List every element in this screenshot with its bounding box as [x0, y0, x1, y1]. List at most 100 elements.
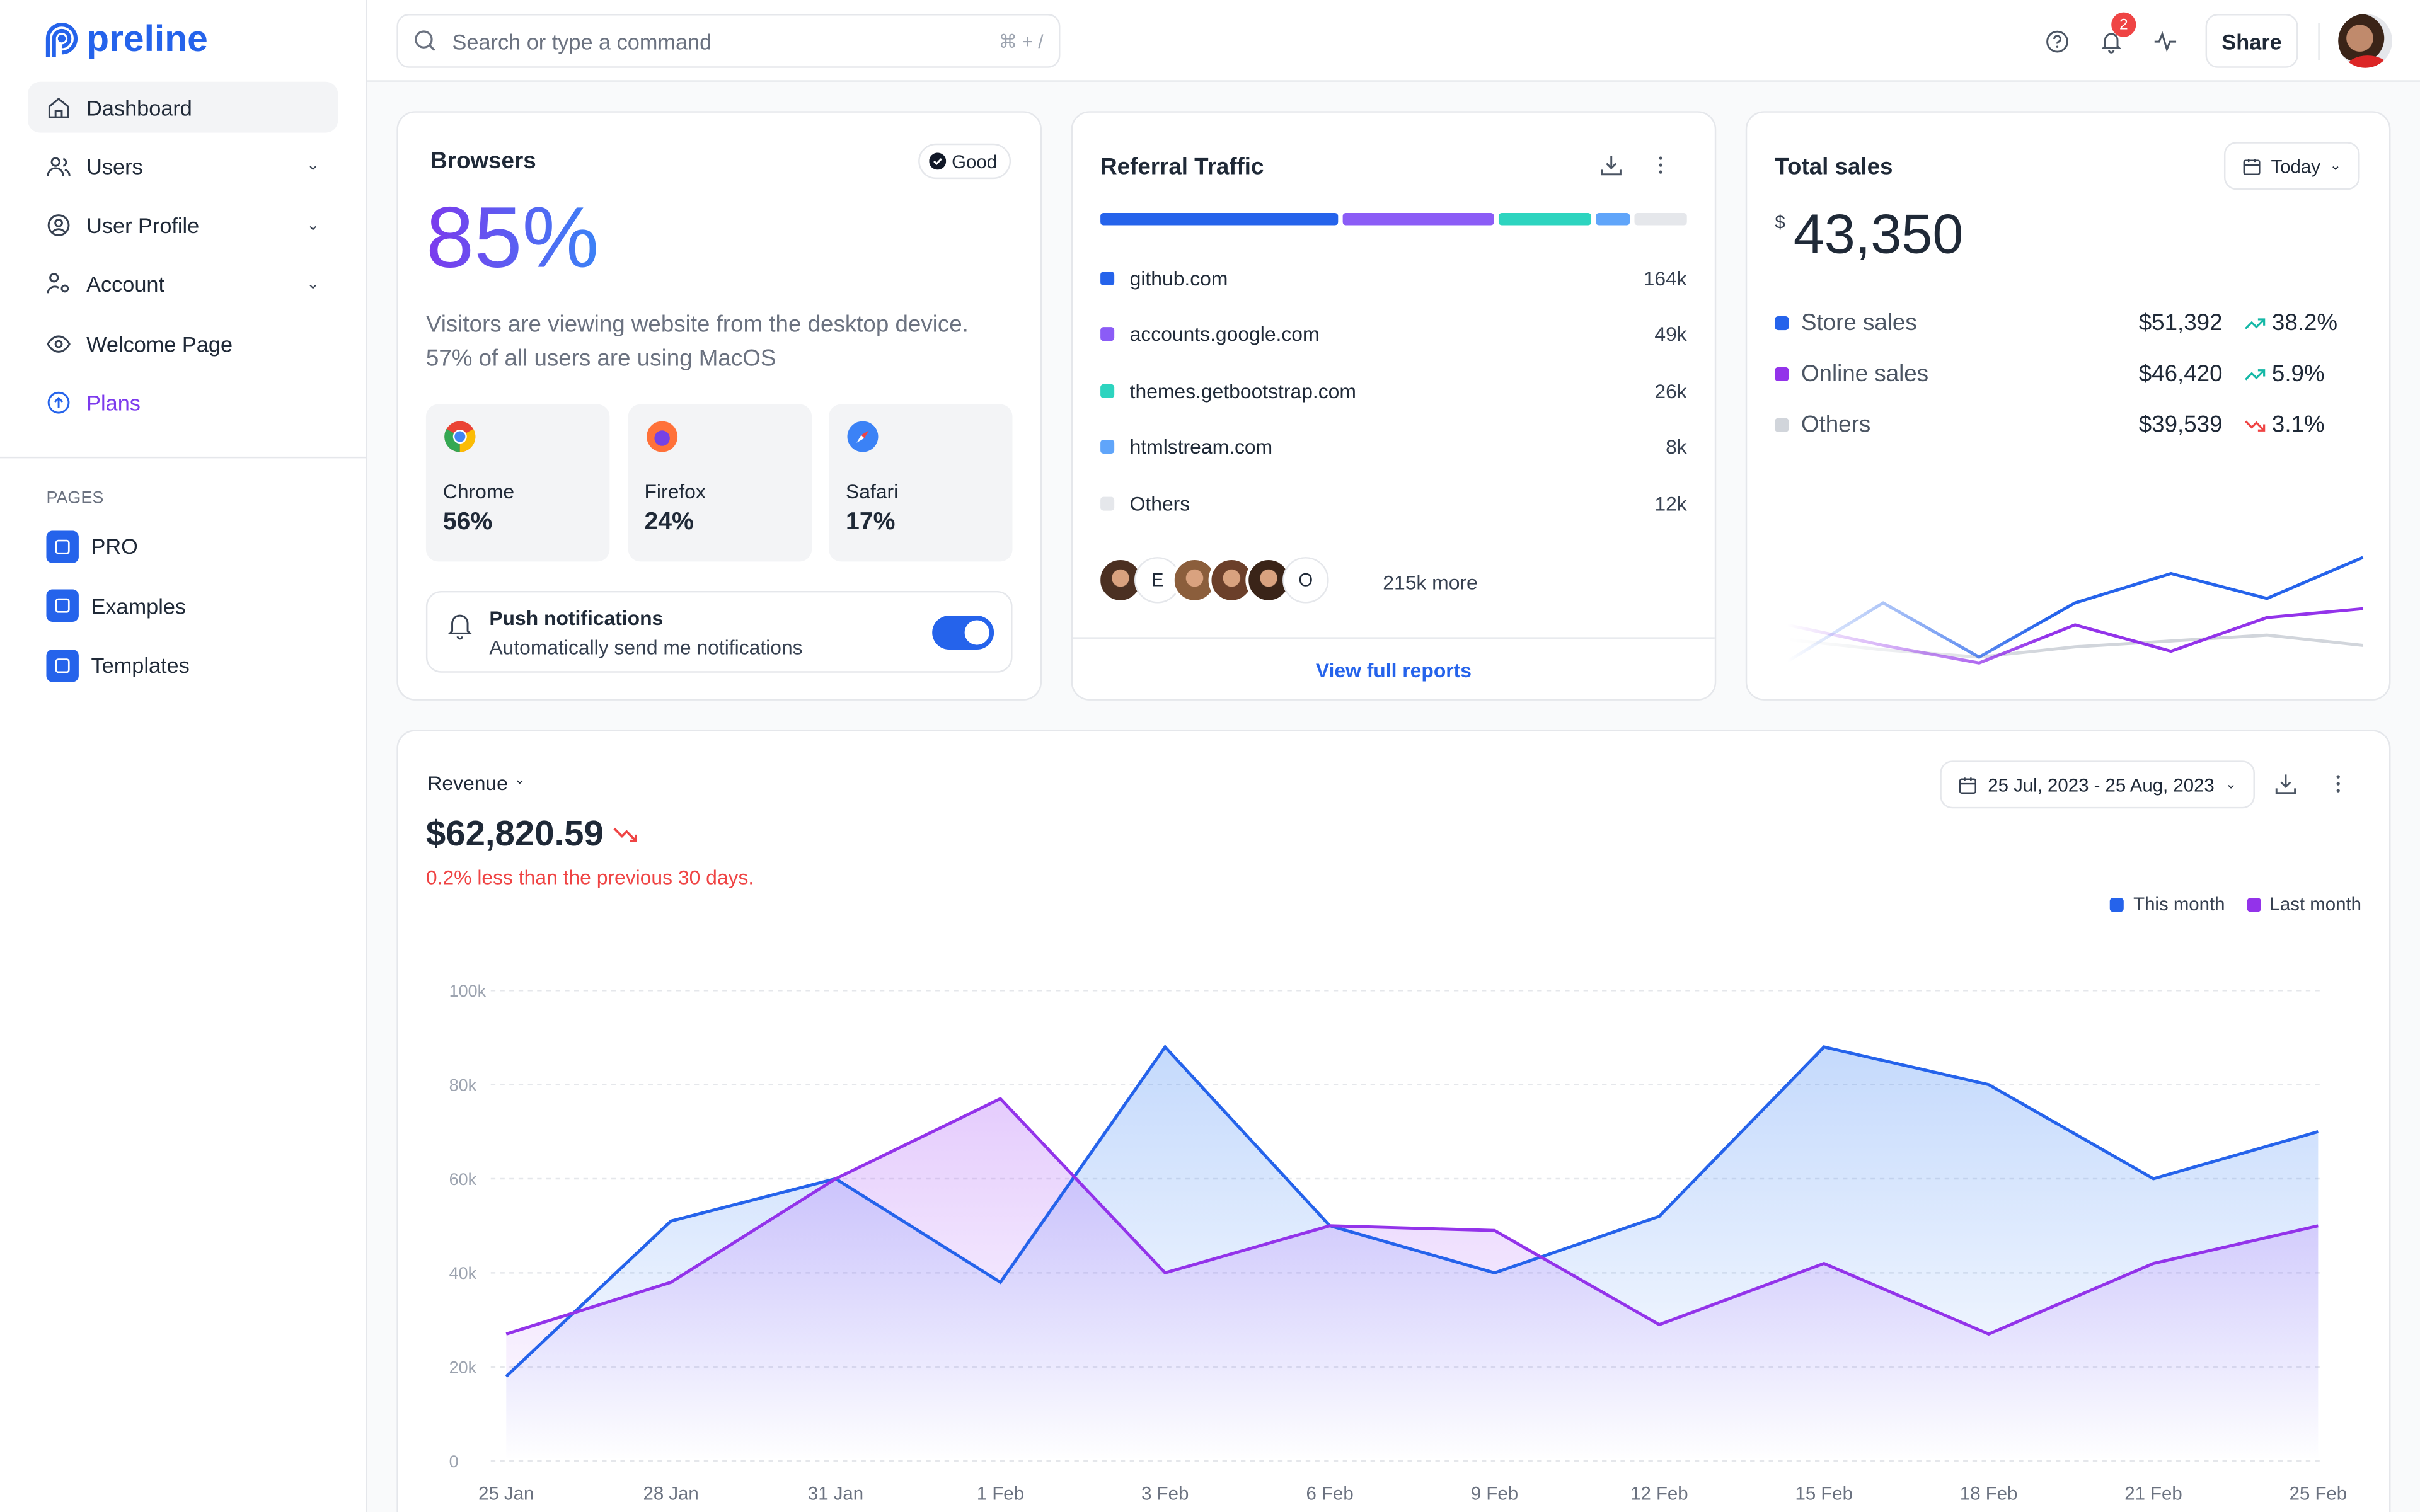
traffic-bar-segment: [1595, 212, 1630, 226]
sidebar-item-plans[interactable]: Plans: [28, 377, 338, 428]
revenue-dropdown[interactable]: Revenue ⌄: [427, 771, 526, 794]
sales-sparkline-chart: [1786, 556, 2364, 665]
page-item-pro[interactable]: PRO: [46, 528, 189, 565]
search-input[interactable]: Search or type a command ⌘ + /: [396, 14, 1061, 68]
color-swatch: [1100, 440, 1115, 454]
download-icon[interactable]: [1601, 154, 1622, 176]
color-swatch: [1100, 270, 1115, 285]
sidebar-item-label: Dashboard: [86, 94, 192, 120]
window-icon: [46, 648, 79, 682]
legend-label: This month: [2133, 893, 2225, 915]
page-item-label: Templates: [91, 652, 190, 678]
user-avatar[interactable]: [2338, 14, 2392, 68]
box-icon: [46, 530, 79, 563]
color-swatch: [1100, 327, 1115, 341]
traffic-bar: [1100, 212, 1687, 226]
browser-percentage: 56%: [442, 509, 493, 536]
sales-row: Others $39,539 3.1%: [1775, 412, 2342, 438]
date-range-label: 25 Jul, 2023 - 25 Aug, 2023: [1988, 774, 2215, 796]
x-tick-label: 18 Feb: [1960, 1483, 2017, 1504]
revenue-amount-row: $62,820.59: [426, 813, 641, 855]
revenue-amount: $62,820.59: [425, 813, 604, 854]
page-item-templates[interactable]: Templates: [46, 646, 190, 684]
calendar-icon: [2244, 158, 2261, 175]
more-vertical-icon[interactable]: [1650, 154, 1671, 176]
referral-source: github.com: [1129, 266, 1228, 290]
user-cog-icon: [47, 273, 69, 294]
chevron-down-icon: ⌄: [306, 217, 320, 234]
x-tick-label: 28 Jan: [643, 1483, 699, 1504]
preline-logo-icon: [45, 23, 78, 57]
logo[interactable]: preline: [43, 18, 208, 62]
push-title: Push notifications: [489, 606, 664, 630]
y-tick-label: 80k: [449, 1075, 477, 1094]
sidebar-nav: Dashboard Users ⌄ User Profile ⌄ Account ⌄ Welc…: [28, 81, 338, 437]
chrome-icon: [444, 421, 476, 452]
x-tick-label: 15 Feb: [1795, 1483, 1853, 1504]
referral-row: Others 12k: [1100, 488, 1687, 519]
referral-row: themes.getbootstrap.com 26k: [1100, 375, 1687, 406]
referral-value: 164k: [1643, 266, 1687, 290]
date-filter-dropdown[interactable]: Today ⌄: [2225, 142, 2360, 190]
help-icon: [2045, 30, 2068, 52]
activity-button[interactable]: [2138, 14, 2192, 68]
sidebar-item-account[interactable]: Account ⌄: [28, 259, 338, 310]
browsers-description: Visitors are viewing website from the de…: [425, 311, 969, 372]
sales-change: 38.2%: [2271, 310, 2338, 336]
card-title: Referral Traffic: [1100, 154, 1264, 181]
sidebar-item-users[interactable]: Users ⌄: [28, 141, 338, 192]
chart-legend: This month Last month: [2110, 893, 2361, 915]
sidebar-item-dashboard[interactable]: Dashboard: [28, 81, 338, 133]
legend-label: Last month: [2269, 893, 2361, 915]
sidebar-item-user-profile[interactable]: User Profile ⌄: [28, 200, 338, 251]
sparkline-others: [1787, 633, 2363, 659]
legend-item: Last month: [2246, 893, 2361, 915]
sidebar-item-welcome-page[interactable]: Welcome Page: [28, 318, 338, 369]
revenue-card: Revenue ⌄ $62,820.59 0.2% less than the p…: [396, 730, 2391, 1512]
date-range-picker[interactable]: 25 Jul, 2023 - 25 Aug, 2023 ⌄: [1940, 760, 2256, 809]
view-full-reports-link[interactable]: View full reports: [1315, 658, 1472, 682]
more-vertical-icon[interactable]: [2327, 773, 2349, 794]
revenue-title: Revenue: [427, 771, 508, 795]
card-title: Browsers: [430, 148, 536, 175]
y-tick-label: 60k: [449, 1170, 477, 1189]
trending-up-icon: [2245, 368, 2266, 380]
referral-value: 8k: [1666, 435, 1687, 459]
chevron-down-icon: ⌄: [306, 158, 320, 175]
sales-change: 3.1%: [2271, 411, 2325, 438]
color-swatch: [1775, 316, 1789, 331]
push-toggle[interactable]: [932, 616, 994, 650]
sales-amount: $46,420: [2138, 361, 2223, 387]
more-count: 215k more: [1383, 571, 1478, 594]
sales-label: Others: [1801, 411, 1871, 438]
brand-name: preline: [86, 18, 208, 60]
color-swatch: [1100, 384, 1115, 398]
help-button[interactable]: [2029, 14, 2083, 68]
referral-source: Others: [1129, 491, 1190, 515]
referral-source: themes.getbootstrap.com: [1129, 379, 1356, 403]
download-icon[interactable]: [2275, 773, 2296, 794]
traffic-bar-segment: [1634, 212, 1687, 226]
share-button[interactable]: Share: [2205, 14, 2298, 68]
legend-item: This month: [2110, 893, 2225, 915]
page-item-examples[interactable]: Examples: [46, 587, 189, 624]
sales-amount: $51,392: [2138, 310, 2223, 336]
firefox-icon: [645, 421, 677, 452]
eye-icon: [47, 335, 71, 353]
notification-badge: 2: [2111, 12, 2136, 37]
check-circle-icon: [928, 152, 946, 170]
chevron-down-icon: ⌄: [306, 276, 320, 294]
x-tick-label: 31 Jan: [808, 1483, 863, 1504]
sales-change: 5.9%: [2271, 361, 2325, 387]
color-swatch: [1100, 496, 1115, 511]
sparkline-store: [1786, 556, 2364, 663]
notifications-button[interactable]: 2: [2083, 12, 2138, 68]
y-tick-label: 20k: [449, 1358, 477, 1377]
activity-icon: [2153, 30, 2175, 52]
y-tick-label: 40k: [449, 1264, 477, 1283]
trending-down-icon: [613, 827, 638, 842]
push-description: Automatically send me notifications: [489, 635, 803, 659]
x-tick-label: 25 Feb: [2290, 1483, 2347, 1504]
color-swatch: [1775, 367, 1789, 381]
